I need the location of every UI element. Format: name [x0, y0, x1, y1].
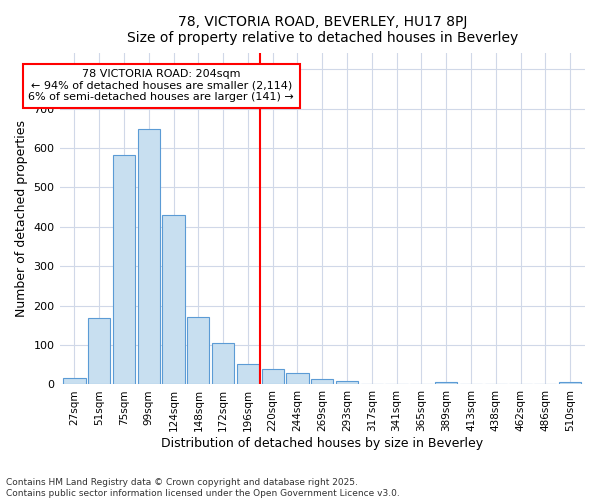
Bar: [435, 382, 457, 384]
Bar: [163, 215, 185, 384]
Bar: [137, 129, 160, 384]
X-axis label: Distribution of detached houses by size in Beverley: Distribution of detached houses by size …: [161, 437, 484, 450]
Bar: [262, 370, 284, 384]
Y-axis label: Number of detached properties: Number of detached properties: [15, 120, 28, 318]
Bar: [88, 318, 110, 384]
Text: Contains HM Land Registry data © Crown copyright and database right 2025.
Contai: Contains HM Land Registry data © Crown c…: [6, 478, 400, 498]
Bar: [187, 316, 209, 384]
Bar: [286, 372, 308, 384]
Bar: [237, 364, 259, 384]
Bar: [113, 155, 135, 384]
Text: 78 VICTORIA ROAD: 204sqm
← 94% of detached houses are smaller (2,114)
6% of semi: 78 VICTORIA ROAD: 204sqm ← 94% of detach…: [28, 69, 294, 102]
Bar: [63, 378, 86, 384]
Bar: [336, 380, 358, 384]
Bar: [212, 344, 234, 384]
Bar: [311, 379, 334, 384]
Bar: [559, 382, 581, 384]
Title: 78, VICTORIA ROAD, BEVERLEY, HU17 8PJ
Size of property relative to detached hous: 78, VICTORIA ROAD, BEVERLEY, HU17 8PJ Si…: [127, 15, 518, 45]
